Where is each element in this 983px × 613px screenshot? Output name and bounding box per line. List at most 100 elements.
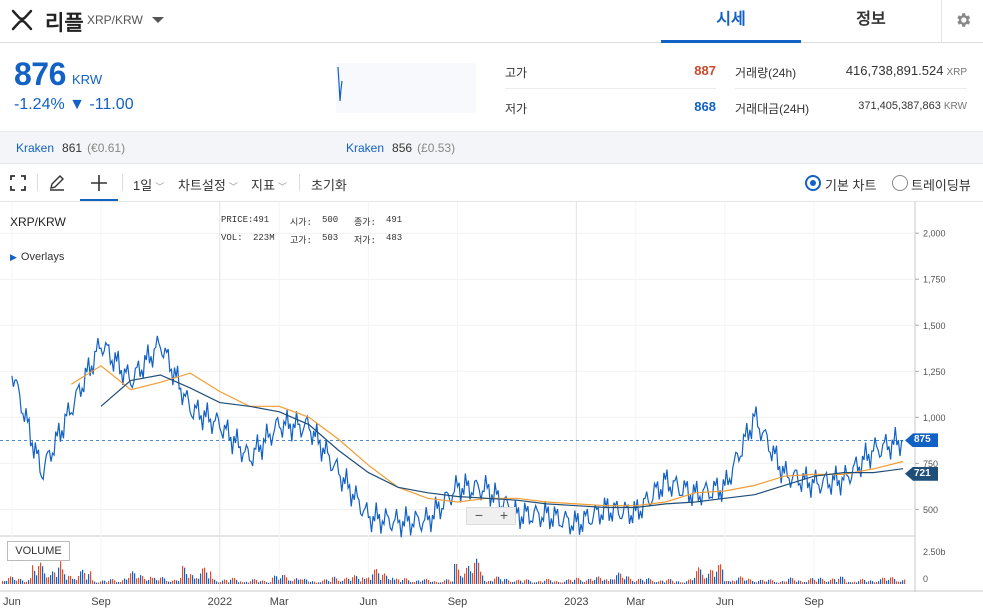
high-value: 887	[694, 63, 716, 78]
volume-bar	[594, 580, 596, 584]
chart-settings-menu[interactable]: 차트설정 ﹀	[178, 175, 238, 194]
volume-bar	[890, 577, 892, 584]
overlays-toggle[interactable]: ▶ Overlays	[10, 251, 64, 263]
volume-bar	[760, 579, 762, 584]
x-tick-label: Sep	[91, 596, 111, 608]
volume-bar	[638, 579, 640, 584]
tradingview-label[interactable]: 트레이딩뷰	[911, 178, 971, 193]
volume-bar	[64, 574, 66, 584]
interval-select[interactable]: 1일 ﹀	[133, 175, 164, 194]
volume-bar	[526, 579, 528, 584]
tab-info[interactable]: 정보	[856, 11, 886, 28]
volume-bar	[442, 581, 444, 584]
basic-chart-radio[interactable]	[805, 175, 821, 191]
volume-bar	[484, 580, 486, 584]
volume-bar	[22, 580, 24, 584]
volume-bar	[48, 577, 50, 584]
volume-bar	[216, 581, 218, 584]
volume-bar	[306, 579, 308, 584]
volume-bar	[670, 579, 672, 584]
volume-bar	[648, 578, 650, 584]
volume-bar	[516, 580, 518, 584]
volume-bar	[138, 577, 140, 584]
volume-bar	[548, 578, 550, 584]
volume-bar	[420, 581, 422, 584]
volume-bar	[398, 579, 400, 584]
volume-bar	[402, 579, 404, 584]
volume-bar	[406, 578, 408, 584]
volume-bar	[694, 577, 696, 584]
volume-bar	[188, 577, 190, 584]
volume-bar	[144, 578, 146, 584]
volume-bar	[266, 582, 268, 584]
volume-bar	[460, 575, 462, 584]
current-price-tag: 875	[905, 433, 938, 448]
volume-bar	[504, 579, 506, 584]
volume-bar	[808, 580, 810, 584]
volume-bar	[674, 582, 676, 584]
volume-bar	[54, 572, 56, 584]
price-chart[interactable]: 2,000 1,750 1,500 1,250 1,000 750 500 Jun Sep 202…	[0, 202, 983, 613]
volume-bar	[702, 574, 704, 584]
overlays-label: Overlays	[20, 251, 65, 263]
volume-bar	[546, 579, 548, 584]
volume-bar	[834, 579, 836, 584]
volume-bar	[168, 581, 170, 584]
volume-bar	[716, 571, 718, 584]
volume-bar	[704, 578, 706, 584]
tab-price[interactable]: 시세	[661, 0, 801, 43]
y-tick-label: 750	[923, 459, 938, 469]
y-tick-label: 2,000	[923, 229, 946, 239]
volume-bar	[664, 582, 666, 584]
volume-bar	[312, 581, 314, 584]
volume-bar	[160, 577, 162, 584]
volume-value: 416,738,891.524	[845, 63, 944, 78]
basic-chart-label[interactable]: 기본 차트	[825, 178, 877, 193]
exchange-eur[interactable]: Kraken 861 (€0.61)	[16, 141, 125, 155]
crosshair-tool[interactable]	[80, 164, 118, 201]
volume-bar	[10, 576, 12, 584]
volume-bar	[252, 579, 254, 584]
volume-bar	[282, 575, 284, 584]
exchange-gbp[interactable]: Kraken 856 (£0.53)	[346, 141, 455, 155]
volume-bar	[334, 576, 336, 584]
low-label: 저가	[505, 102, 528, 116]
volume-bar	[114, 580, 116, 584]
volume-bar	[94, 581, 96, 584]
tradingview-radio[interactable]	[892, 175, 908, 191]
volume-bar	[646, 579, 648, 584]
volume-bar	[672, 580, 674, 584]
reset-button[interactable]: 초기화	[311, 178, 347, 193]
volume-bar	[510, 581, 512, 584]
volume-bar	[56, 576, 58, 584]
volume-bar	[750, 579, 752, 584]
volume-bar	[26, 581, 28, 584]
volume-bar	[250, 581, 252, 584]
volume-bar	[556, 581, 558, 584]
low-value: 868	[694, 99, 716, 114]
fullscreen-icon[interactable]	[9, 174, 27, 192]
volume-bar	[120, 582, 122, 584]
volume-bar	[474, 562, 476, 584]
volume-bar	[60, 561, 62, 584]
volume-bar	[698, 567, 700, 584]
indicators-menu[interactable]: 지표 ﹀	[251, 175, 287, 194]
settings-button[interactable]	[941, 0, 983, 43]
chevron-down-icon[interactable]	[150, 12, 166, 28]
volume-bar	[794, 580, 796, 584]
volume-bar	[880, 579, 882, 584]
volume-bar	[256, 580, 258, 584]
draw-pencil-icon[interactable]	[48, 174, 66, 192]
volume-bar	[494, 578, 496, 584]
volume-bar	[418, 580, 420, 584]
volume-bar	[562, 582, 564, 584]
legend-vol-value: 223M	[253, 233, 275, 243]
zoom-out-button[interactable]: −	[474, 507, 484, 523]
volume-bar	[428, 579, 430, 584]
zoom-in-button[interactable]: +	[499, 507, 509, 523]
volume-bar	[234, 578, 236, 584]
gear-icon	[957, 13, 971, 27]
volume-bar	[468, 565, 470, 584]
volume-bar	[800, 580, 802, 584]
chart-symbol: XRP/KRW	[10, 215, 66, 229]
